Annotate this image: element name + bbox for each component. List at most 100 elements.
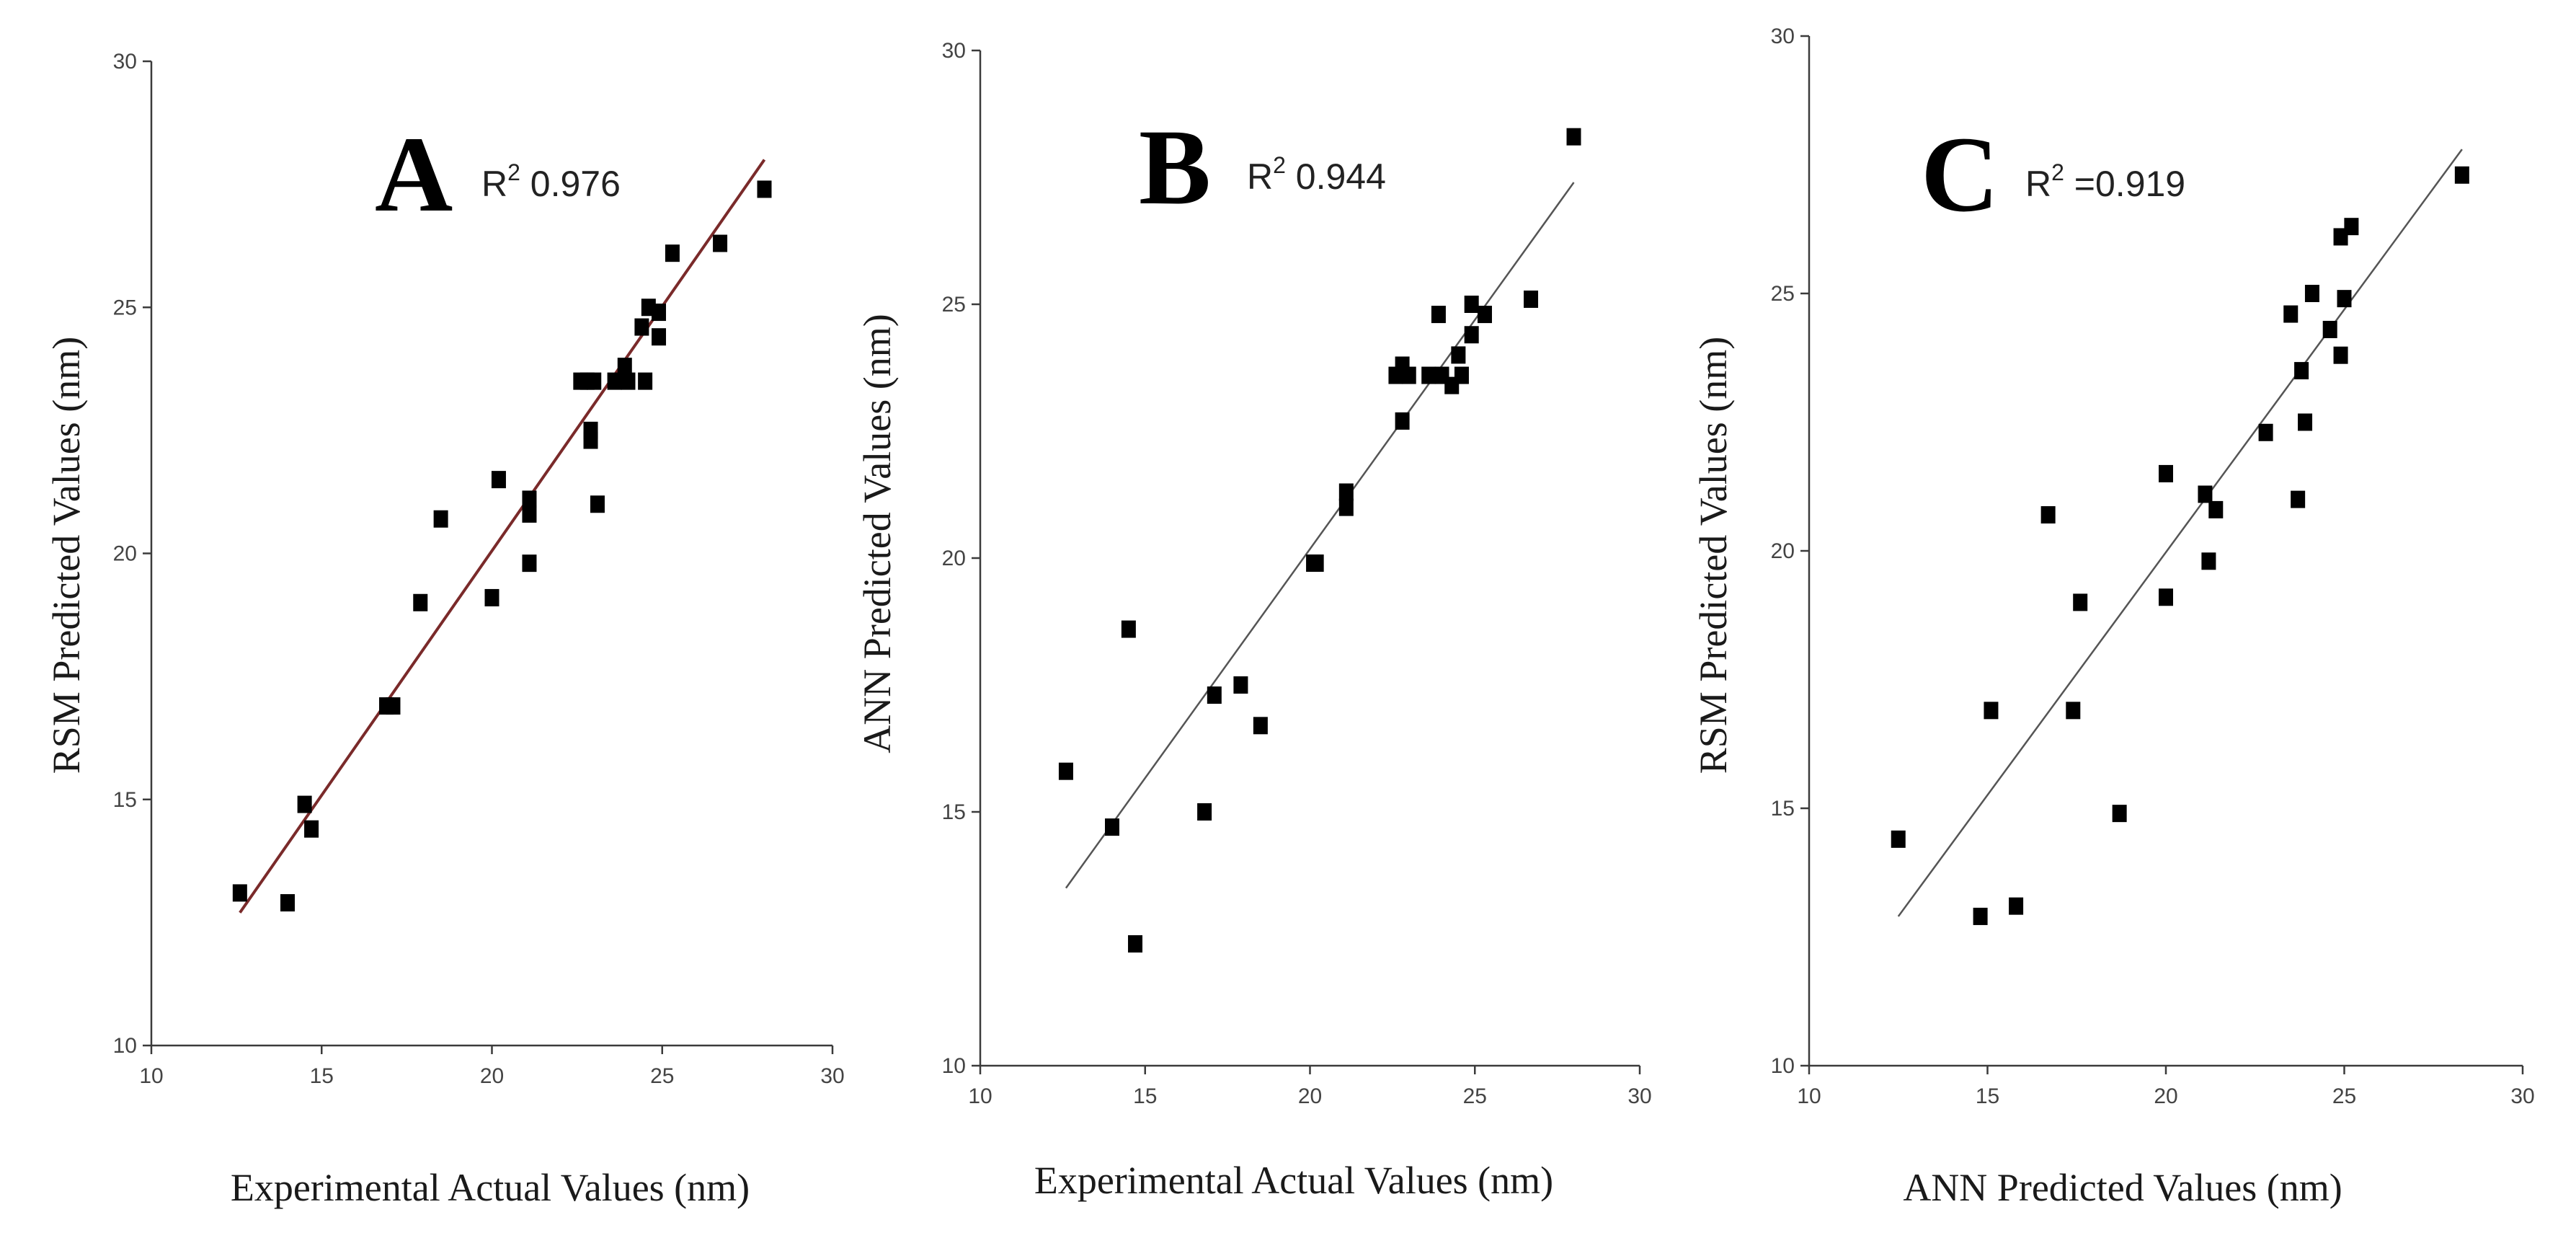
- data-point: [433, 510, 448, 528]
- data-point: [1431, 306, 1446, 324]
- panel-letter: A: [375, 115, 453, 234]
- data-point: [2258, 423, 2273, 441]
- x-tick-label: 10: [1797, 1084, 1821, 1108]
- trendline: [1065, 182, 1575, 889]
- data-point: [1253, 717, 1268, 735]
- data-point: [1128, 935, 1143, 953]
- data-point: [232, 884, 247, 902]
- x-tick-label: 20: [2154, 1084, 2177, 1108]
- data-point: [2454, 166, 2469, 184]
- trendline: [239, 159, 766, 914]
- data-point: [522, 490, 537, 508]
- data-point: [1464, 296, 1479, 313]
- data-point: [1891, 830, 1906, 848]
- y-tick-label: 30: [113, 50, 137, 74]
- y-tick-label: 25: [1771, 282, 1795, 306]
- y-tick-label: 15: [113, 788, 137, 812]
- y-axis-title: RSM Predicted Values (nm): [45, 337, 88, 774]
- data-point: [1338, 498, 1354, 516]
- x-tick-label: 25: [650, 1064, 674, 1088]
- data-point: [297, 795, 312, 813]
- x-axis-title: Experimental Actual Values (nm): [231, 1166, 750, 1209]
- r-squared-annotation: R2 =0.919: [2025, 159, 2185, 204]
- panel-letter: B: [1139, 107, 1211, 227]
- data-point: [2073, 593, 2088, 611]
- data-point: [386, 697, 401, 715]
- data-point: [583, 431, 598, 449]
- data-point: [2344, 218, 2359, 236]
- data-point: [1197, 803, 1212, 821]
- data-point: [665, 244, 680, 262]
- data-point: [1121, 620, 1136, 638]
- r-squared-annotation: R2 0.976: [481, 159, 621, 204]
- data-point: [1454, 366, 1469, 384]
- y-tick-label: 20: [1771, 539, 1795, 563]
- y-tick-label: 10: [942, 1054, 966, 1078]
- data-point: [2159, 464, 2173, 482]
- data-point: [1451, 346, 1466, 364]
- y-axis-title: ANN Predicted Values (nm): [856, 314, 899, 753]
- data-point: [2159, 588, 2173, 606]
- y-tick-label: 20: [942, 547, 966, 570]
- data-point: [1401, 366, 1416, 384]
- data-point: [2208, 500, 2224, 518]
- y-tick-label: 30: [942, 39, 966, 63]
- data-point: [652, 328, 667, 346]
- data-point: [1233, 676, 1248, 694]
- data-point: [1421, 366, 1436, 384]
- data-point: [1309, 554, 1324, 573]
- data-point: [617, 358, 632, 376]
- data-point: [280, 894, 295, 912]
- x-tick-label: 30: [1627, 1084, 1651, 1108]
- x-tick-label: 30: [820, 1064, 844, 1088]
- data-point: [2040, 506, 2056, 524]
- data-point: [1207, 686, 1222, 704]
- x-tick-label: 15: [310, 1064, 334, 1088]
- data-point: [484, 588, 499, 606]
- data-point: [2337, 290, 2352, 308]
- y-tick-label: 25: [113, 296, 137, 319]
- data-point: [621, 372, 636, 390]
- r-squared-annotation: R2 0.944: [1247, 152, 1386, 197]
- x-tick-label: 25: [1463, 1084, 1487, 1108]
- data-point: [590, 495, 605, 513]
- data-point: [304, 820, 319, 838]
- data-point: [634, 318, 649, 336]
- x-tick-label: 10: [968, 1084, 992, 1108]
- data-point: [2201, 552, 2216, 570]
- data-point: [713, 234, 728, 252]
- y-tick-label: 20: [113, 542, 137, 566]
- data-point: [2198, 485, 2213, 503]
- y-tick-label: 15: [942, 800, 966, 824]
- data-point: [2333, 346, 2348, 364]
- data-point: [1477, 306, 1492, 324]
- data-point: [1338, 483, 1354, 501]
- data-point: [757, 180, 772, 198]
- y-tick-label: 15: [1771, 797, 1795, 821]
- x-tick-label: 30: [2510, 1084, 2534, 1108]
- data-point: [652, 304, 667, 322]
- y-tick-label: 10: [1771, 1054, 1795, 1078]
- data-point: [2283, 305, 2299, 323]
- data-point: [2294, 362, 2309, 380]
- data-point: [1464, 326, 1479, 344]
- data-point: [2112, 805, 2127, 823]
- x-tick-label: 15: [1976, 1084, 1999, 1108]
- data-point: [607, 372, 622, 390]
- panel-b: B R2 0.944 Experimental Actual Values (n…: [856, 39, 1652, 1202]
- trendline: [1897, 149, 2463, 917]
- y-tick-label: 10: [113, 1034, 137, 1058]
- data-point: [1566, 128, 1581, 146]
- data-point: [638, 372, 653, 390]
- data-point: [2009, 897, 2024, 915]
- x-tick-label: 10: [139, 1064, 163, 1088]
- data-point: [522, 554, 537, 573]
- y-axis-title: RSM Predicted Values (nm): [1692, 337, 1735, 774]
- data-point: [1058, 762, 1073, 780]
- x-axis-title: ANN Predicted Values (nm): [1903, 1166, 2342, 1209]
- data-point: [522, 505, 537, 523]
- panel-a: A R2 0.976 Experimental Actual Values (n…: [45, 50, 845, 1209]
- x-tick-label: 15: [1133, 1084, 1157, 1108]
- x-tick-label: 20: [480, 1064, 504, 1088]
